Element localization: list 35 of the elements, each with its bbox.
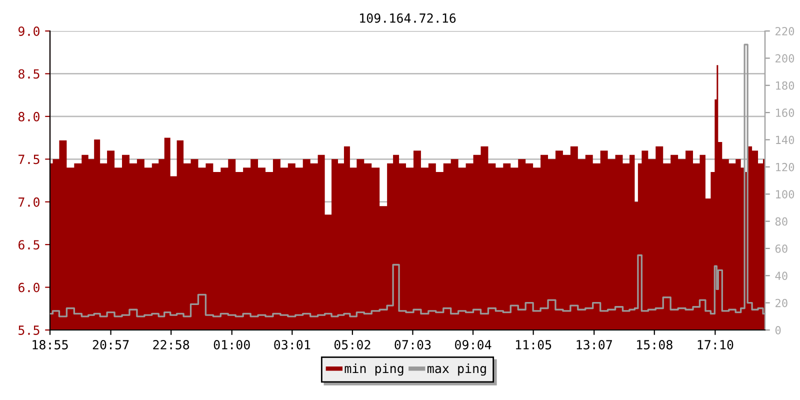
y-tick-label: 8.5: [18, 69, 40, 79]
y2-tick-label: 60: [775, 244, 788, 253]
x-tick-label: 18:55: [32, 340, 68, 350]
y-tick-label: 7.0: [18, 197, 40, 207]
x-tick-label: 17:10: [698, 340, 734, 350]
x-tick-label: 05:02: [334, 340, 370, 350]
y2-tick-label: 0: [775, 326, 781, 334]
y-tick-label: 6.0: [18, 282, 40, 292]
x-tick-label: 09:04: [455, 340, 492, 350]
x-tick-label: 13:07: [576, 340, 612, 350]
y2-tick-label: 200: [776, 54, 794, 63]
y-tick-label: 9.0: [18, 26, 40, 36]
y2-tick-label: 220: [776, 27, 794, 36]
x-tick-label: 15:08: [637, 340, 672, 350]
x-tick-label: 11:05: [516, 340, 552, 350]
chart-title: 109.164.72.16: [360, 13, 456, 23]
y-tick-label: 6.5: [18, 240, 40, 250]
x-tick-label: 01:00: [214, 340, 250, 350]
y2-tick-label: 100: [776, 190, 794, 198]
y2-tick-label: 40: [775, 272, 788, 280]
y-tick-label: 7.5: [18, 154, 40, 164]
x-tick-label: 22:58: [153, 340, 190, 350]
y2-tick-label: 180: [776, 81, 794, 90]
x-tick-label: 03:01: [274, 340, 310, 350]
y2-tick-label: 120: [776, 162, 794, 172]
x-tick-label: 07:03: [394, 340, 431, 350]
x-tick-label: 20:57: [92, 340, 129, 350]
y2-tick-label: 80: [775, 217, 788, 226]
y-tick-label: 5.5: [18, 326, 40, 335]
legend-label: max ping: [428, 363, 486, 376]
y2-tick-label: 20: [776, 298, 788, 308]
y2-tick-label: 140: [776, 136, 794, 144]
y-tick-label: 8.0: [18, 112, 40, 122]
y2-tick-label: 160: [776, 108, 794, 117]
legend-label: min ping: [344, 363, 404, 376]
